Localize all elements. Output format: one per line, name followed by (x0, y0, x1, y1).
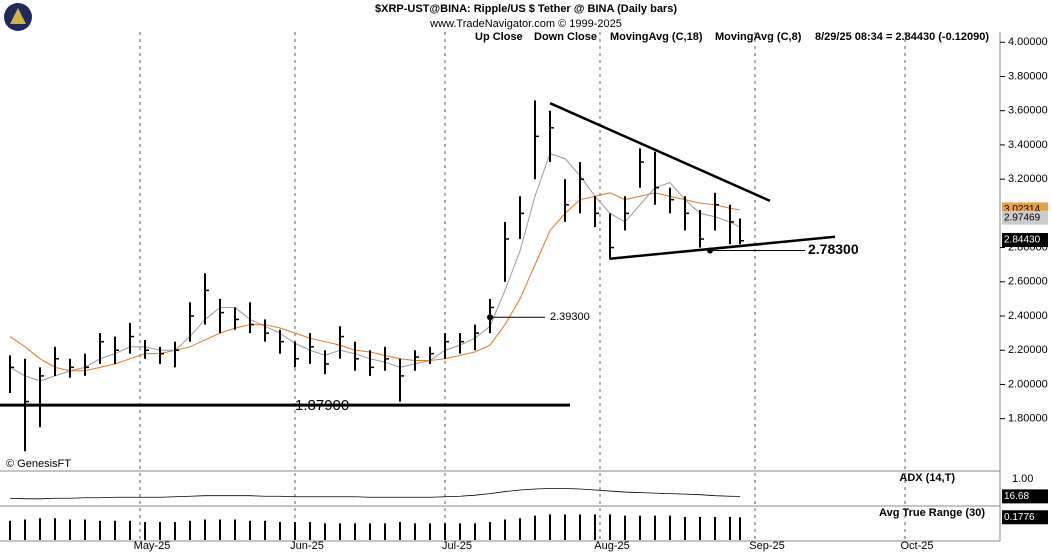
atr-bar (204, 519, 206, 540)
atr-bar (384, 523, 386, 540)
y-tick-label: 3.80000 (1008, 70, 1048, 82)
y-tick-label: 3.20000 (1008, 173, 1048, 185)
trendline (609, 235, 836, 260)
atr-bar (69, 519, 71, 540)
moving-average (9, 152, 741, 382)
legend-entry: MovingAvg (C,8) (715, 31, 802, 43)
trendline (549, 102, 771, 203)
atr-bar (189, 520, 191, 540)
atr-bar (369, 523, 371, 540)
atr-title: Avg True Range (30) (879, 507, 985, 519)
atr-bar (564, 514, 566, 540)
legend-entry: Down Close (534, 31, 597, 43)
support-label: 1.87900 (295, 397, 349, 414)
adx-axis-label: 1.00 (1012, 473, 1033, 485)
atr-bar (309, 522, 311, 540)
atr-bar (54, 518, 56, 540)
atr-bar (324, 523, 326, 540)
atr-tag-label: 0.1776 (1004, 512, 1035, 523)
chart-subtitle: www.TradeNavigator.com © 1999-2025 (429, 18, 622, 30)
atr-bar (429, 523, 431, 540)
price-tag-label: 2.97469 (1004, 212, 1041, 223)
atr-bar (159, 522, 161, 540)
x-tick-label: Jun-25 (290, 540, 324, 552)
atr-bar (519, 518, 521, 540)
y-tick-label: 2.60000 (1008, 276, 1048, 288)
legend-entry: Up Close (475, 31, 523, 43)
atr-bar (609, 514, 611, 540)
atr-bar (114, 520, 116, 540)
x-tick-label: Oct-25 (900, 540, 933, 552)
atr-bar (639, 515, 641, 540)
atr-bar (354, 523, 356, 540)
atr-bar (144, 522, 146, 540)
logo-mark (10, 8, 26, 24)
atr-bar (399, 522, 401, 540)
atr-bar (739, 517, 741, 540)
atr-bar (249, 520, 251, 540)
y-tick-label: 2.00000 (1008, 378, 1048, 390)
atr-bar (234, 519, 236, 540)
source: © GenesisFT (6, 458, 71, 470)
atr-bar (729, 516, 731, 540)
x-tick-label: Sep-25 (749, 540, 784, 552)
y-tick-label: 3.60000 (1008, 105, 1048, 117)
moving-average (9, 192, 741, 372)
price-tag-label: 3.02314 (1004, 204, 1041, 215)
atr-bar (534, 515, 536, 540)
y-tick-label: 2.20000 (1008, 344, 1048, 356)
atr-bar (129, 520, 131, 540)
atr-bar (444, 523, 446, 540)
atr-bar (624, 515, 626, 540)
atr-bar (594, 514, 596, 540)
atr-bar (684, 516, 686, 540)
atr-bar (264, 520, 266, 540)
atr-bar (99, 520, 101, 540)
point-label: 2.39300 (550, 311, 590, 323)
price-tag (1002, 210, 1048, 225)
atr-bar (219, 519, 221, 540)
atr-bar (669, 515, 671, 540)
quote: 8/29/25 08:34 = 2.84430 (-0.12090) (815, 31, 989, 43)
y-tick-label: 3.40000 (1008, 139, 1048, 151)
atr-bar (714, 516, 716, 540)
y-tick-label: 4.00000 (1008, 36, 1048, 48)
atr-bar (504, 519, 506, 540)
point-label: 2.78300 (808, 241, 859, 257)
y-tick-label: 1.80000 (1008, 413, 1048, 425)
adx-title: ADX (14,T) (899, 472, 955, 484)
x-tick-label: Jul-25 (442, 540, 472, 552)
atr-bar (654, 515, 656, 540)
atr-bar (39, 518, 41, 540)
atr-bar (24, 519, 26, 540)
atr-bar (549, 514, 551, 540)
adx-tag-label: 16.68 (1004, 491, 1029, 502)
price-tag-label: 2.84430 (1004, 235, 1041, 246)
chart-title: $XRP-UST@BINA: Ripple/US $ Tether @ BINA… (375, 3, 677, 15)
y-tick-label: 2.40000 (1008, 310, 1048, 322)
atr-bar (279, 522, 281, 540)
atr-bar (84, 519, 86, 540)
atr-bar (459, 523, 461, 540)
adx-line (9, 488, 741, 500)
price-tag (1002, 232, 1048, 247)
atr-bar (174, 522, 176, 540)
atr-bar (339, 523, 341, 540)
atr-bar (294, 522, 296, 540)
atr-bar (489, 522, 491, 540)
x-tick-label: Aug-25 (594, 540, 629, 552)
atr-bar (474, 523, 476, 540)
x-tick-label: May-25 (134, 540, 171, 552)
atr-bar (579, 514, 581, 540)
atr-bar (699, 516, 701, 540)
atr-bar (414, 523, 416, 540)
adx-tag (1002, 489, 1048, 504)
legend-entry: MovingAvg (C,18) (610, 31, 703, 43)
atr-tag (1002, 510, 1048, 525)
atr-bar (9, 520, 11, 540)
